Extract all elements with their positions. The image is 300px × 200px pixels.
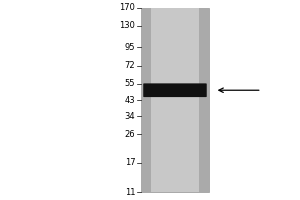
Bar <box>151 8 199 192</box>
Text: 170: 170 <box>119 3 135 12</box>
Text: 17: 17 <box>125 158 135 167</box>
Text: 34: 34 <box>125 112 135 121</box>
Text: 72: 72 <box>125 61 135 70</box>
Text: 26: 26 <box>125 130 135 139</box>
Text: 95: 95 <box>125 43 135 52</box>
Text: 130: 130 <box>119 21 135 30</box>
Text: 55: 55 <box>125 79 135 88</box>
Bar <box>141 8 209 192</box>
FancyBboxPatch shape <box>143 83 207 97</box>
Text: 43: 43 <box>125 96 135 105</box>
Text: 11: 11 <box>125 188 135 197</box>
